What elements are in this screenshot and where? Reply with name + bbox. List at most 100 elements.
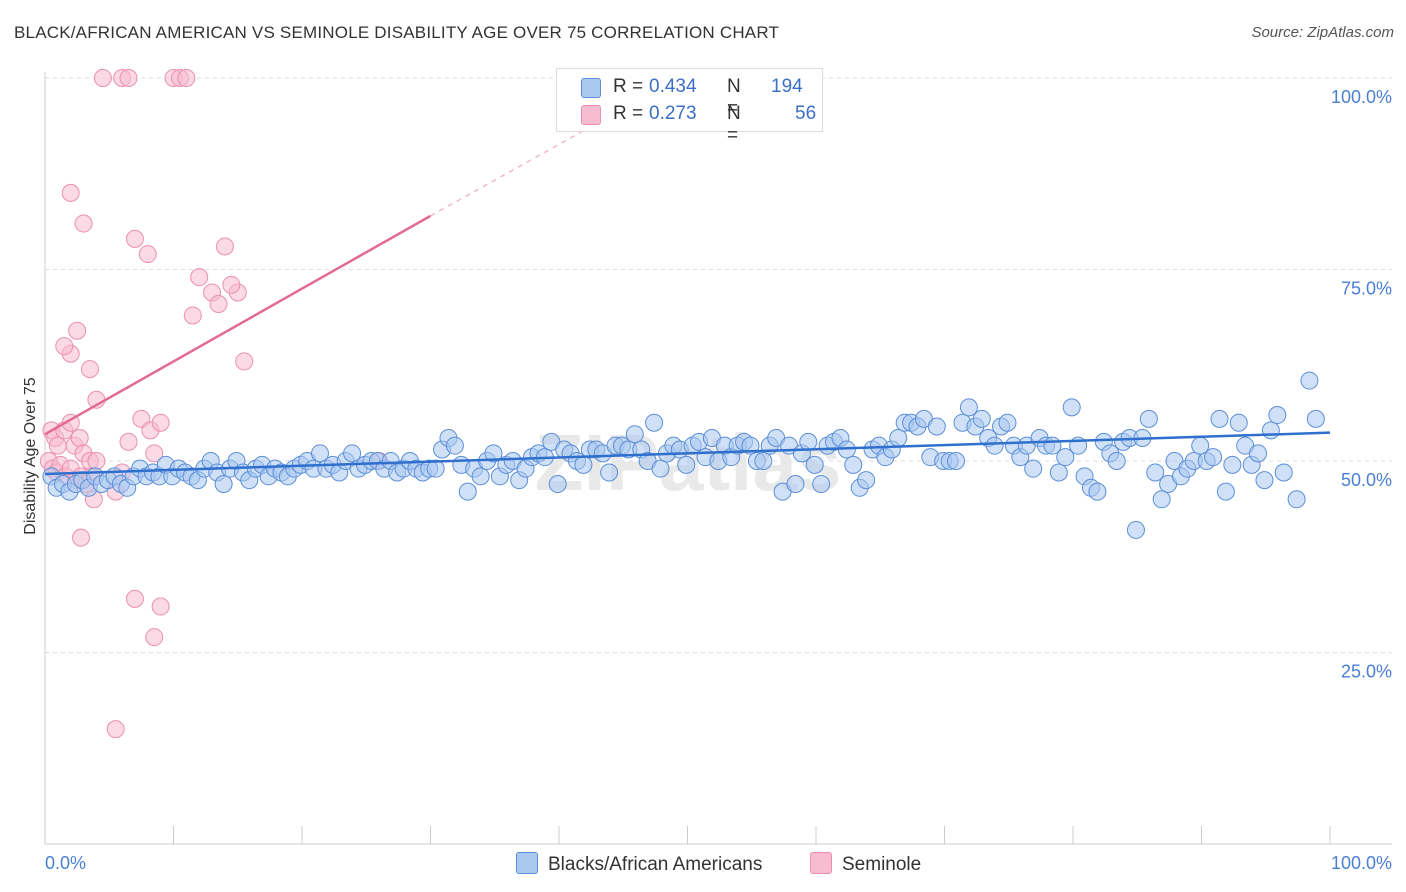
blue-swatch bbox=[581, 78, 601, 98]
x-ticks bbox=[173, 826, 1331, 844]
black-american-point bbox=[625, 425, 644, 444]
legend-item-blacks: Blacks/African Americans bbox=[516, 852, 762, 876]
seminole-point bbox=[106, 720, 125, 739]
seminole-point bbox=[93, 69, 112, 87]
seminole-point bbox=[215, 237, 234, 256]
black-american-point bbox=[1287, 490, 1306, 509]
y-tick-label: 75.0% bbox=[1341, 279, 1392, 299]
seminole-point bbox=[125, 589, 144, 608]
seminole-point bbox=[209, 294, 228, 313]
seminole-point bbox=[190, 268, 209, 287]
seminole-point bbox=[183, 306, 202, 325]
seminole-point bbox=[80, 360, 99, 379]
black-american-point bbox=[426, 459, 445, 478]
black-american-point bbox=[1204, 448, 1223, 467]
black-american-point bbox=[947, 452, 966, 470]
black-american-point bbox=[1146, 463, 1165, 482]
legend-label: Blacks/African Americans bbox=[548, 854, 763, 875]
black-american-point bbox=[927, 417, 946, 436]
pink-swatch bbox=[810, 852, 832, 874]
x-tick-label-max: 100.0% bbox=[1331, 853, 1392, 873]
black-american-point bbox=[1056, 448, 1075, 467]
seminole-point bbox=[68, 321, 87, 340]
seminole-point bbox=[48, 436, 67, 455]
black-american-point bbox=[1300, 371, 1319, 390]
y-tick-label: 25.0% bbox=[1341, 662, 1392, 682]
r-label: R = bbox=[613, 103, 644, 124]
black-american-point bbox=[600, 463, 619, 482]
black-american-point bbox=[214, 474, 233, 493]
black-american-point bbox=[1274, 463, 1293, 482]
seminole-point bbox=[119, 432, 138, 451]
black-american-point bbox=[754, 452, 773, 470]
blue-swatch bbox=[516, 852, 538, 874]
black-american-point bbox=[1223, 455, 1242, 474]
y-tick-labels: 25.0% 50.0% 75.0% 100.0% bbox=[1331, 87, 1392, 682]
black-american-point bbox=[458, 482, 477, 501]
black-american-point bbox=[445, 436, 464, 455]
black-american-point bbox=[548, 474, 567, 493]
black-american-point bbox=[1088, 482, 1107, 501]
black-american-point bbox=[972, 409, 991, 428]
black-american-point bbox=[1306, 409, 1325, 428]
black-american-point bbox=[1152, 490, 1171, 509]
n-value: 56 bbox=[795, 103, 817, 124]
seminole-point bbox=[125, 229, 144, 248]
black-american-point bbox=[1062, 398, 1081, 417]
black-american-points bbox=[42, 371, 1325, 539]
seminole-point bbox=[222, 275, 241, 294]
r-label: R = bbox=[613, 76, 644, 97]
black-american-point bbox=[985, 436, 1004, 455]
seminole-point bbox=[119, 69, 138, 87]
black-american-point bbox=[651, 459, 670, 478]
black-american-point bbox=[645, 413, 664, 432]
black-american-point bbox=[1249, 444, 1268, 463]
n-value: 194 bbox=[771, 76, 803, 97]
x-tick-label-min: 0.0% bbox=[45, 853, 86, 873]
r-value: 0.273 bbox=[649, 103, 697, 124]
correlation-legend: R = 0.434 N = 194 R = 0.273 N = 56 bbox=[556, 68, 823, 146]
black-american-point bbox=[1268, 406, 1287, 425]
seminole-point bbox=[55, 337, 74, 356]
legend-item-seminole: Seminole bbox=[810, 852, 921, 876]
black-american-point bbox=[677, 455, 696, 474]
seminole-point bbox=[87, 452, 106, 470]
black-american-point bbox=[812, 474, 831, 493]
seminole-point bbox=[177, 69, 196, 87]
seminole-point bbox=[61, 183, 80, 202]
n-label: N = bbox=[727, 103, 741, 146]
seminole-point bbox=[70, 429, 89, 448]
black-american-point bbox=[805, 455, 824, 474]
seminole-point bbox=[145, 444, 164, 463]
black-american-point bbox=[998, 413, 1017, 432]
black-american-point bbox=[799, 432, 818, 451]
black-american-point bbox=[786, 474, 805, 493]
pink-trend-line bbox=[44, 214, 432, 436]
r-value: 0.434 bbox=[649, 76, 697, 97]
black-american-point bbox=[889, 429, 908, 448]
pink-swatch bbox=[581, 105, 601, 125]
black-american-point bbox=[844, 455, 863, 474]
black-american-point bbox=[343, 444, 362, 463]
black-american-point bbox=[484, 444, 503, 463]
black-american-point bbox=[1255, 471, 1274, 490]
chart-title: BLACK/AFRICAN AMERICAN VS SEMINOLE DISAB… bbox=[14, 23, 780, 42]
black-american-point bbox=[310, 444, 329, 463]
seminole-point bbox=[138, 245, 157, 264]
y-tick-label: 100.0% bbox=[1331, 87, 1392, 107]
black-american-point bbox=[1049, 463, 1068, 482]
black-american-point bbox=[1107, 452, 1126, 470]
n-label: N = bbox=[727, 76, 741, 119]
black-american-point bbox=[471, 467, 490, 486]
black-american-point bbox=[1229, 413, 1248, 432]
seminole-point bbox=[235, 352, 254, 371]
seminole-point bbox=[74, 214, 93, 233]
black-american-point bbox=[1210, 409, 1229, 428]
legend-label: Seminole bbox=[842, 854, 922, 875]
y-tick-label: 50.0% bbox=[1341, 470, 1392, 490]
seminole-point bbox=[151, 413, 170, 432]
seminole-point bbox=[71, 528, 90, 547]
seminole-points bbox=[39, 69, 389, 739]
black-american-point bbox=[1139, 409, 1158, 428]
